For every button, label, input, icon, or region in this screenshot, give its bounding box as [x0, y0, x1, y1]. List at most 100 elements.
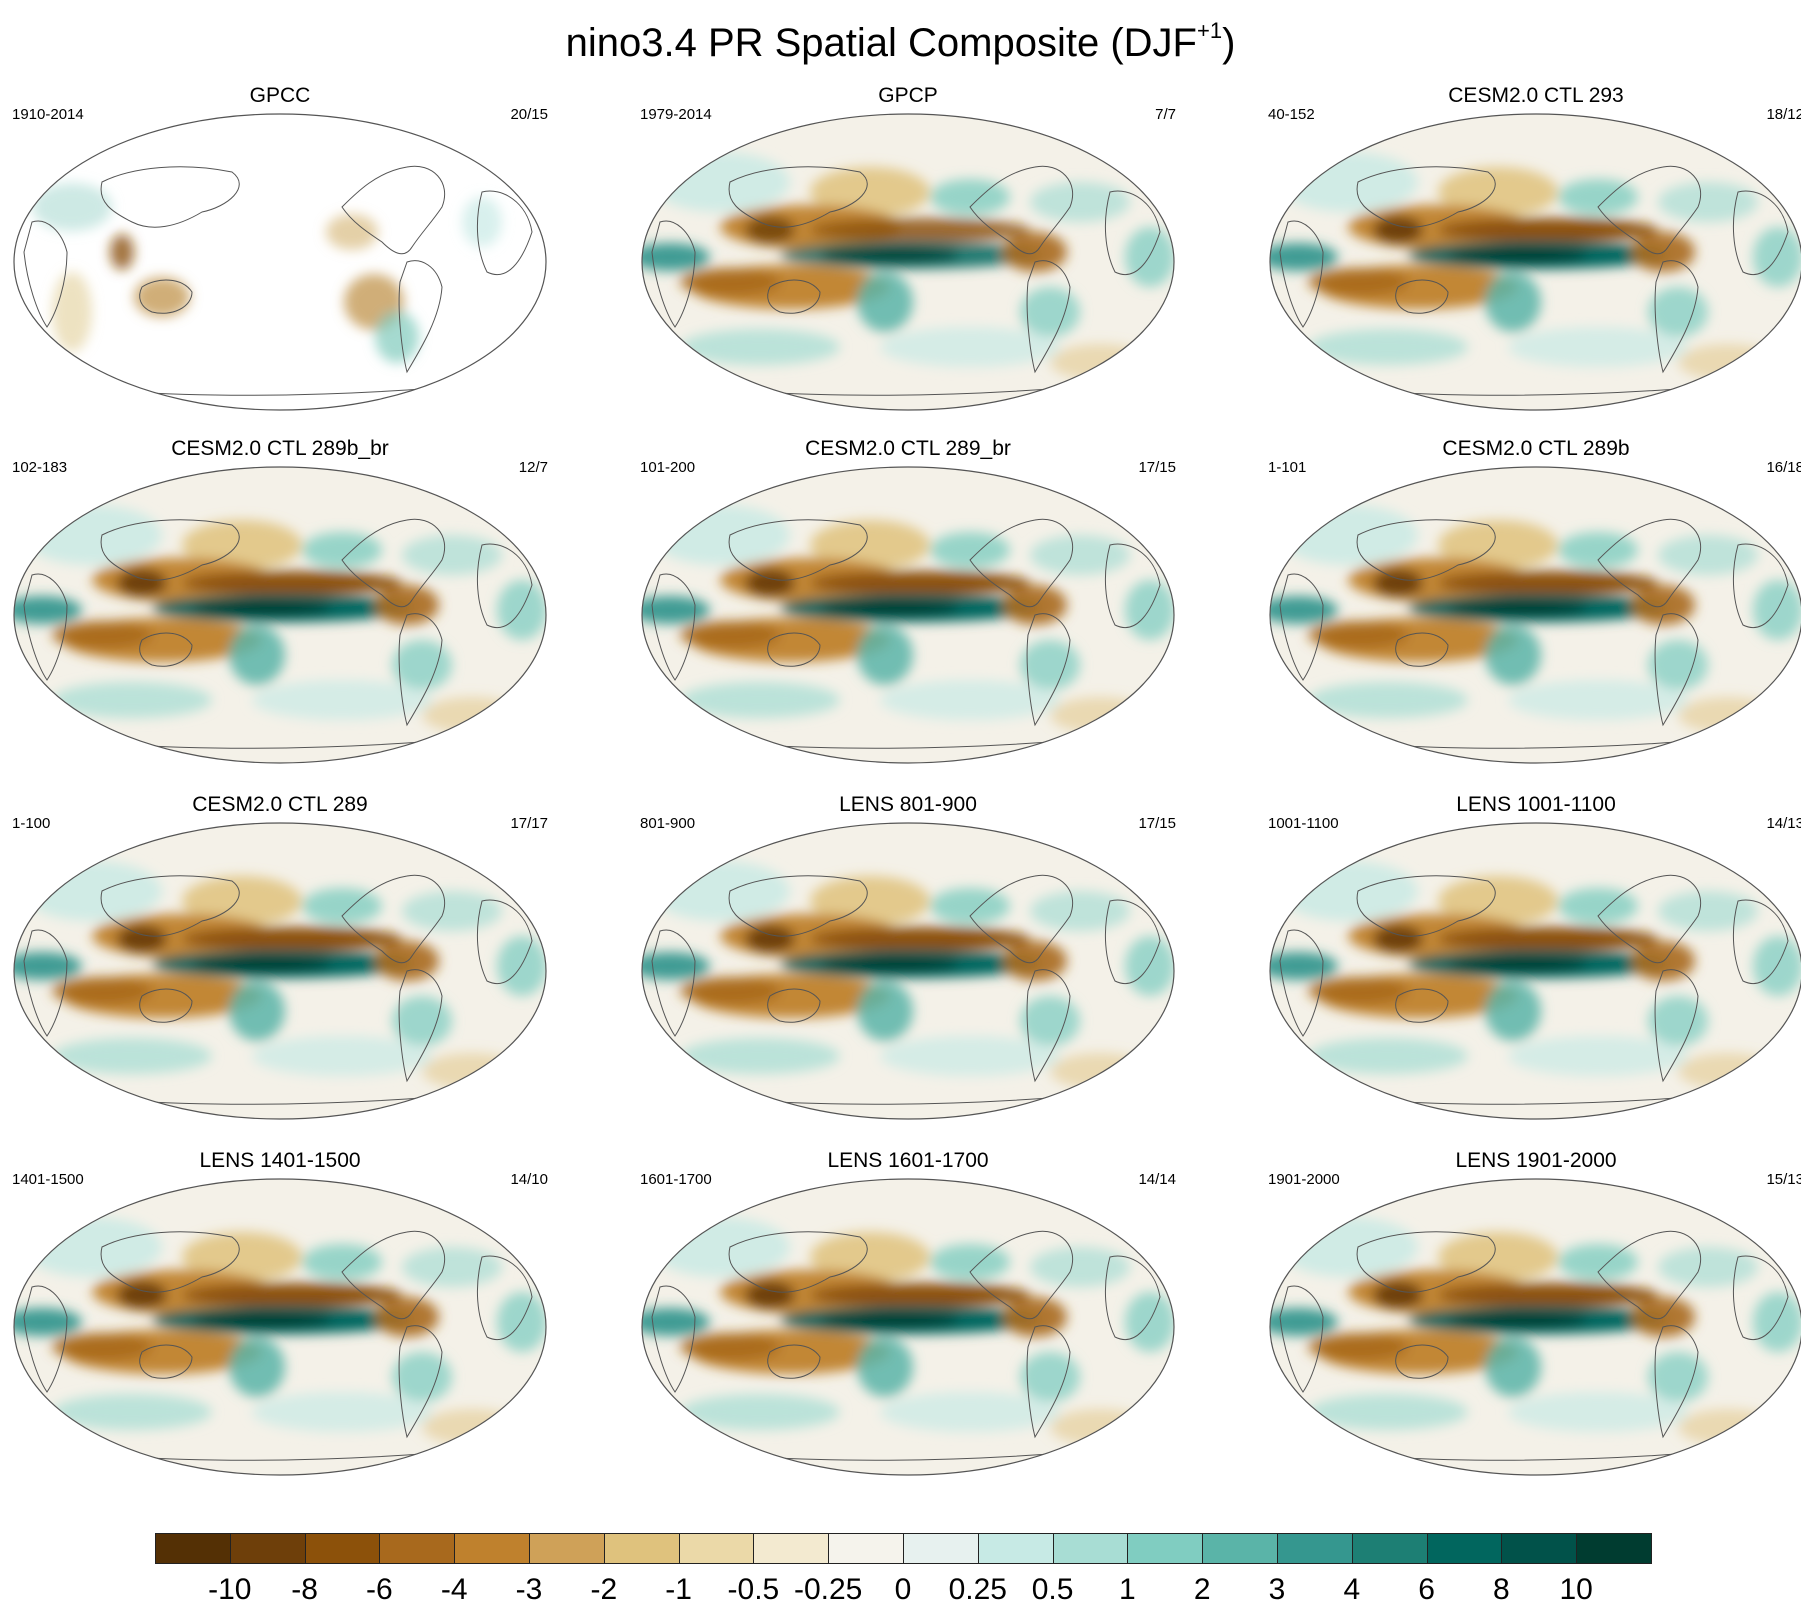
- anomaly-blob: [820, 600, 960, 616]
- anomaly-blob: [52, 1038, 212, 1074]
- coastline: [1356, 1231, 1496, 1293]
- anomaly-blob: [182, 571, 402, 595]
- anomaly-blob: [810, 167, 930, 217]
- map-panel: GPCP 1979-2014 7/7: [628, 84, 1188, 434]
- anomaly-blob: [22, 1217, 162, 1277]
- map-projection: [1269, 466, 1801, 764]
- map-projection: [641, 466, 1175, 764]
- anomaly-blob: [252, 1036, 432, 1076]
- anomaly-blob: [1438, 520, 1558, 570]
- anomaly-blob: [1448, 1312, 1588, 1328]
- anomaly-blob: [1438, 167, 1558, 217]
- coastline: [341, 518, 445, 608]
- map-field: [642, 1179, 1174, 1475]
- anomaly-blob: [182, 876, 302, 926]
- coastline: [100, 1231, 240, 1293]
- anomaly-blob: [402, 1247, 502, 1287]
- anomaly-blob: [1278, 861, 1418, 921]
- anomaly-blob: [642, 596, 710, 624]
- anomaly-blob: [1125, 227, 1174, 287]
- coastline: [398, 969, 443, 1083]
- anomaly-blob: [642, 952, 710, 980]
- coastline: [341, 874, 445, 964]
- anomaly-blob: [930, 532, 1010, 568]
- coastline: [100, 519, 240, 581]
- panel-title: LENS 1601-1700: [827, 1149, 989, 1172]
- figure-title-close: ): [1222, 21, 1236, 65]
- colorbar-tick-label: 1: [1119, 1573, 1136, 1606]
- colorbar-swatch: [229, 1533, 306, 1564]
- coastline: [1395, 279, 1449, 314]
- colorbar-swatch: [155, 1533, 231, 1564]
- coastline: [728, 1231, 868, 1293]
- coastline: [1395, 988, 1449, 1023]
- coastline: [398, 613, 443, 727]
- map-field: [1270, 1179, 1801, 1475]
- colorbar-labels: -10 -8 -6 -4 -3 -2 -1 -0.5 -0.25 0 0.25 0.5 1 2 3 4 6 8 10: [155, 1573, 1651, 1607]
- anomaly-blob: [1648, 1352, 1708, 1402]
- coastline: [476, 899, 533, 984]
- panel-event-count: 18/12: [1766, 106, 1801, 123]
- coastline: [476, 190, 533, 275]
- map-panel: LENS 1901-2000 1901-2000 15/13: [1256, 1149, 1801, 1499]
- anomaly-blob: [182, 520, 302, 570]
- coastline: [1279, 573, 1324, 681]
- anomaly-blob: [880, 1036, 1060, 1076]
- anomaly-blob: [1438, 1283, 1658, 1307]
- anomaly-blob: [1308, 1394, 1468, 1430]
- anomaly-blob: [1485, 1337, 1541, 1397]
- anomaly-blob: [1658, 535, 1758, 575]
- map-projection: [1269, 113, 1801, 411]
- anomaly-blob: [680, 1038, 840, 1074]
- anomaly-blob: [14, 1308, 82, 1336]
- anomaly-blob: [680, 621, 780, 649]
- anomaly-blob: [810, 1283, 1030, 1307]
- anomaly-blob: [422, 1053, 522, 1089]
- coastline: [1654, 1325, 1699, 1439]
- panel-years: 801-900: [640, 815, 696, 832]
- anomaly-blob: [810, 520, 930, 570]
- anomaly-blob: [14, 596, 82, 624]
- colorbar-tick-label: 4: [1343, 1573, 1361, 1606]
- anomaly-blob: [52, 1333, 152, 1361]
- anomaly-blob: [1308, 1333, 1408, 1361]
- anomaly-blob: [1438, 571, 1658, 595]
- map-border: [641, 822, 1175, 1120]
- coastline: [1654, 260, 1699, 374]
- colorbar-swatch: [454, 1533, 530, 1564]
- anomaly-blob: [422, 1409, 522, 1445]
- map-border: [13, 1178, 547, 1476]
- anomaly-blob: [1373, 1281, 1423, 1309]
- anomaly-blob: [229, 625, 285, 685]
- anomaly-blob: [392, 1352, 452, 1402]
- anomaly-blob: [497, 1292, 546, 1352]
- map-field: [1270, 467, 1801, 763]
- anomaly-blob: [650, 861, 790, 921]
- coastline: [1395, 632, 1449, 667]
- panel-title: LENS 1901-2000: [1455, 1149, 1617, 1172]
- panel-years: 1401-1500: [12, 1171, 84, 1188]
- coastline: [139, 1344, 193, 1379]
- anomaly-blob: [1648, 287, 1708, 337]
- map-panel: GPCC 1910-2014 20/15: [0, 84, 560, 434]
- land-anomaly: [52, 272, 92, 352]
- coastline: [1279, 1285, 1324, 1393]
- anomaly-blob: [1125, 580, 1174, 640]
- anomaly-field: [642, 505, 1174, 733]
- anomaly-blob: [1270, 243, 1338, 271]
- panel-years: 1901-2000: [1268, 1171, 1340, 1188]
- anomaly-field: [642, 152, 1174, 380]
- coastline: [651, 573, 696, 681]
- map-panel: LENS 1001-1100 1001-1100 14/13: [1256, 793, 1801, 1143]
- map-projection: [13, 113, 547, 411]
- coastline: [969, 1230, 1073, 1320]
- anomaly-blob: [1278, 505, 1418, 565]
- anomaly-blob: [1508, 680, 1688, 720]
- coastline: [728, 519, 868, 581]
- colorbar-swatch: [1277, 1533, 1353, 1564]
- anomaly-blob: [1438, 927, 1658, 951]
- coastline: [1356, 875, 1496, 937]
- anomaly-blob: [117, 569, 167, 597]
- anomaly-blob: [392, 996, 452, 1046]
- anomaly-blob: [857, 981, 913, 1041]
